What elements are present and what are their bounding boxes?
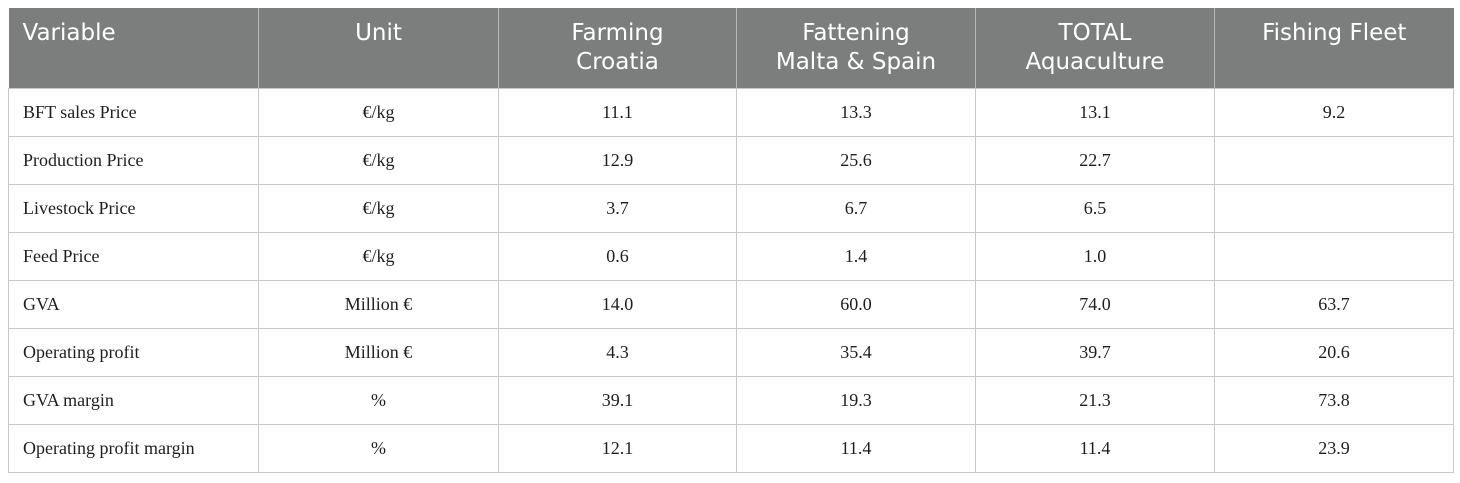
row-variable-cell: BFT sales Price <box>8 87 259 137</box>
row-variable-cell: Livestock Price <box>8 183 259 233</box>
row-unit-cell: €/kg <box>258 135 499 185</box>
header-fattening-malta-spain: Fattening Malta & Spain <box>736 8 976 88</box>
table-row: GVA Million € 14.0 60.0 74.0 63.7 <box>8 279 1454 329</box>
row-variable-cell: Operating profit margin <box>8 423 259 473</box>
row-farming-cell: 39.1 <box>498 375 737 425</box>
header-fattening-line2: Malta & Spain <box>775 49 937 75</box>
header-total-line1: TOTAL <box>1058 20 1132 46</box>
row-fattening-cell: 35.4 <box>736 327 976 377</box>
header-farming-line1: Farming <box>571 20 664 46</box>
header-total-aquaculture: TOTAL Aquaculture <box>975 8 1215 88</box>
header-variable: Variable <box>8 8 259 88</box>
row-variable-cell: Operating profit <box>8 327 259 377</box>
row-farming-cell: 11.1 <box>498 87 737 137</box>
row-fishing-fleet-cell: 20.6 <box>1214 327 1454 377</box>
row-total-cell: 13.1 <box>975 87 1215 137</box>
row-unit-cell: Million € <box>258 327 499 377</box>
table-row: Operating profit Million € 4.3 35.4 39.7… <box>8 327 1454 377</box>
row-total-cell: 21.3 <box>975 375 1215 425</box>
row-farming-cell: 12.1 <box>498 423 737 473</box>
row-total-cell: 22.7 <box>975 135 1215 185</box>
economic-indicators-table: Variable Unit Farming Croatia Fattening … <box>8 8 1454 473</box>
row-fishing-fleet-cell <box>1214 183 1454 233</box>
row-variable-cell: Production Price <box>8 135 259 185</box>
row-fattening-cell: 60.0 <box>736 279 976 329</box>
header-farming-croatia: Farming Croatia <box>498 8 737 88</box>
row-variable-cell: Feed Price <box>8 231 259 281</box>
table-row: BFT sales Price €/kg 11.1 13.3 13.1 9.2 <box>8 87 1454 137</box>
row-unit-cell: % <box>258 375 499 425</box>
row-fattening-cell: 19.3 <box>736 375 976 425</box>
row-fishing-fleet-cell: 9.2 <box>1214 87 1454 137</box>
row-total-cell: 6.5 <box>975 183 1215 233</box>
row-farming-cell: 14.0 <box>498 279 737 329</box>
row-total-cell: 39.7 <box>975 327 1215 377</box>
header-unit-text: Unit <box>355 20 402 46</box>
row-variable-cell: GVA <box>8 279 259 329</box>
row-unit-cell: €/kg <box>258 183 499 233</box>
table-row: Livestock Price €/kg 3.7 6.7 6.5 <box>8 183 1454 233</box>
table-row: Operating profit margin % 12.1 11.4 11.4… <box>8 423 1454 473</box>
row-total-cell: 11.4 <box>975 423 1215 473</box>
row-unit-cell: Million € <box>258 279 499 329</box>
row-fattening-cell: 1.4 <box>736 231 976 281</box>
header-fishing-fleet-text: Fishing Fleet <box>1262 20 1407 46</box>
row-fattening-cell: 13.3 <box>736 87 976 137</box>
row-fattening-cell: 25.6 <box>736 135 976 185</box>
table-row: Feed Price €/kg 0.6 1.4 1.0 <box>8 231 1454 281</box>
row-farming-cell: 12.9 <box>498 135 737 185</box>
row-farming-cell: 3.7 <box>498 183 737 233</box>
header-variable-text: Variable <box>22 20 116 46</box>
row-unit-cell: €/kg <box>258 231 499 281</box>
table-row: GVA margin % 39.1 19.3 21.3 73.8 <box>8 375 1454 425</box>
header-row: Variable Unit Farming Croatia Fattening … <box>8 8 1454 88</box>
header-fishing-fleet: Fishing Fleet <box>1214 8 1454 88</box>
row-variable-cell: GVA margin <box>8 375 259 425</box>
row-farming-cell: 4.3 <box>498 327 737 377</box>
row-total-cell: 1.0 <box>975 231 1215 281</box>
row-total-cell: 74.0 <box>975 279 1215 329</box>
header-farming-line2: Croatia <box>576 49 659 75</box>
row-fishing-fleet-cell: 23.9 <box>1214 423 1454 473</box>
row-fattening-cell: 11.4 <box>736 423 976 473</box>
row-fishing-fleet-cell <box>1214 231 1454 281</box>
row-fishing-fleet-cell: 63.7 <box>1214 279 1454 329</box>
row-unit-cell: % <box>258 423 499 473</box>
header-total-line2: Aquaculture <box>1025 49 1165 75</box>
row-fattening-cell: 6.7 <box>736 183 976 233</box>
row-unit-cell: €/kg <box>258 87 499 137</box>
header-unit: Unit <box>258 8 499 88</box>
table-row: Production Price €/kg 12.9 25.6 22.7 <box>8 135 1454 185</box>
row-fishing-fleet-cell <box>1214 135 1454 185</box>
row-fishing-fleet-cell: 73.8 <box>1214 375 1454 425</box>
header-fattening-line1: Fattening <box>802 20 910 46</box>
row-farming-cell: 0.6 <box>498 231 737 281</box>
